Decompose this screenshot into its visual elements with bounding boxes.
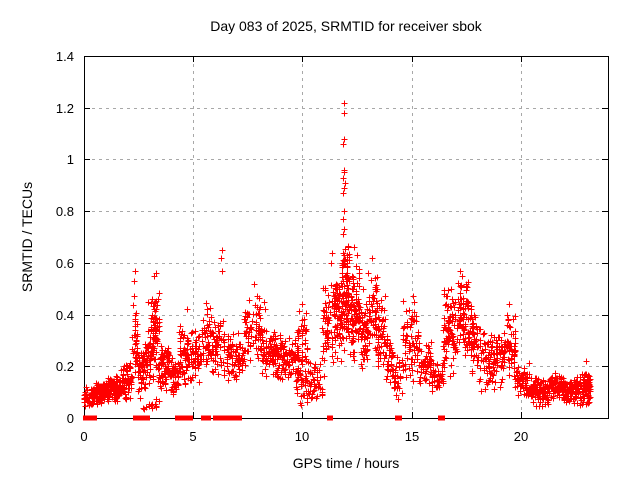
x-tick-label: 20 bbox=[514, 429, 528, 444]
plot-border bbox=[84, 56, 609, 419]
tick-labels: 0 5 10 15 20 0 0.2 0.4 0.6 0.8 1 1.2 1.4 bbox=[56, 49, 528, 444]
scatter-points bbox=[81, 100, 594, 413]
x-tick-label: 5 bbox=[189, 429, 196, 444]
y-tick-label: 1.2 bbox=[56, 101, 74, 116]
zero-value-square bbox=[90, 415, 97, 421]
zero-value-square bbox=[438, 415, 445, 421]
zero-value-square bbox=[226, 415, 236, 421]
zero-value-square bbox=[175, 415, 186, 421]
zero-value-square bbox=[184, 415, 193, 421]
zero-value-square bbox=[395, 415, 402, 421]
zero-value-square bbox=[327, 415, 333, 421]
y-tick-label: 0.2 bbox=[56, 359, 74, 374]
srmtid-points-path bbox=[81, 100, 594, 413]
y-tick-label: 0.8 bbox=[56, 204, 74, 219]
zero-value-square bbox=[133, 415, 142, 421]
axes-frame bbox=[84, 56, 609, 419]
x-tick-label: 10 bbox=[295, 429, 309, 444]
zero-value-square bbox=[201, 415, 211, 421]
zero-value-square bbox=[234, 415, 242, 421]
y-tick-label: 1 bbox=[67, 152, 74, 167]
x-tick-label: 0 bbox=[80, 429, 87, 444]
x-axis-label: GPS time / hours bbox=[293, 455, 400, 471]
x-tick-label: 15 bbox=[405, 429, 419, 444]
y-tick-label: 1.4 bbox=[56, 49, 74, 64]
zero-value-square bbox=[83, 415, 90, 421]
zero-value-square bbox=[142, 415, 150, 421]
y-tick-label: 0 bbox=[67, 411, 74, 426]
chart-title: Day 083 of 2025, SRMTID for receiver sbo… bbox=[210, 18, 483, 34]
zero-value-markers bbox=[83, 415, 445, 421]
y-tick-label: 0.6 bbox=[56, 256, 74, 271]
y-tick-label: 0.4 bbox=[56, 308, 74, 323]
zero-value-square bbox=[213, 415, 228, 421]
y-axis-label: SRMTID / TECUs bbox=[19, 182, 35, 292]
